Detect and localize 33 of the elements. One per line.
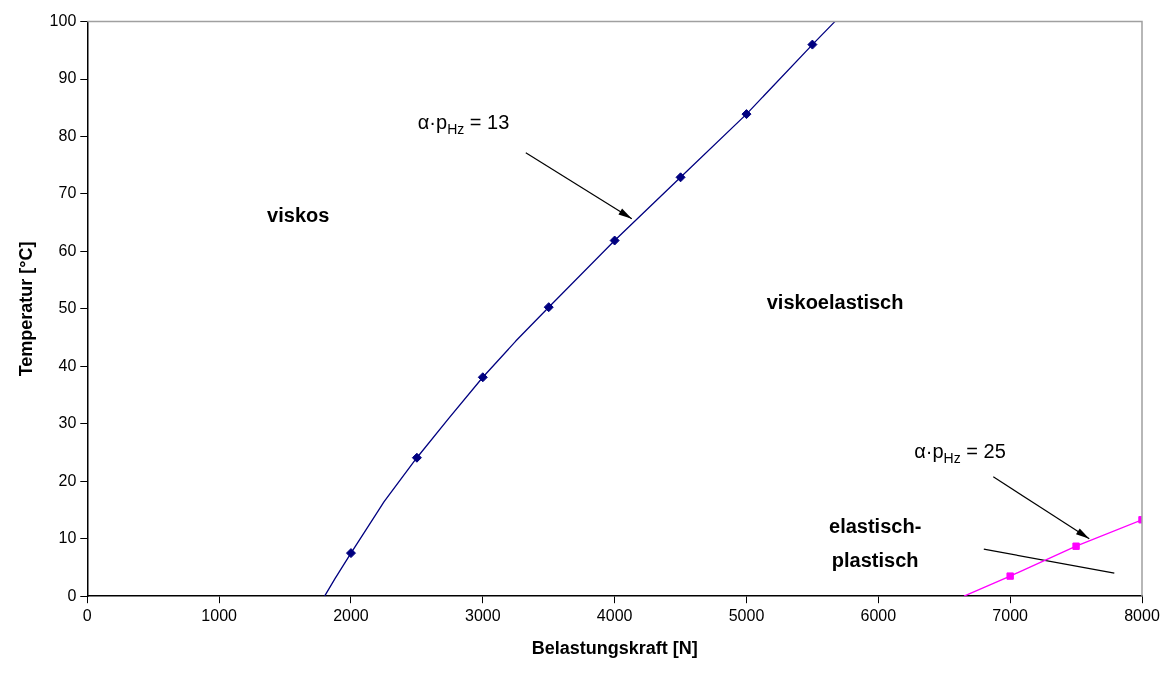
y-tick-label: 50 (58, 299, 77, 317)
x-tick-label: 1000 (201, 607, 238, 625)
x-tick-label: 4000 (596, 607, 633, 625)
y-tick-label: 40 (58, 356, 77, 374)
y-tick-label: 10 (58, 529, 77, 547)
annotation: elastisch-plastisch (829, 515, 922, 572)
y-tick-label: 30 (58, 414, 77, 432)
y-axis-title: Temperatur [°C] (15, 241, 36, 377)
y-tick-label: 70 (58, 184, 77, 202)
x-tick-label: 6000 (860, 607, 897, 625)
x-tick-label: 7000 (992, 607, 1029, 625)
x-tick-label: 0 (82, 607, 92, 625)
point (609, 235, 620, 246)
x-tick-label: 2000 (333, 607, 369, 625)
y-tick-label: 20 (58, 471, 77, 489)
point (741, 109, 752, 120)
x-tick-label: 5000 (728, 607, 765, 625)
x-tick-label: 3000 (465, 607, 501, 625)
annotation: viskos (267, 203, 330, 226)
y-tick-label: 100 (49, 12, 77, 30)
x-tick-label: 8000 (1124, 607, 1160, 625)
point (1072, 542, 1080, 550)
point (675, 172, 686, 183)
x-axis-title: Belastungskraft [N] (531, 638, 698, 659)
point (807, 39, 818, 50)
point (1006, 572, 1014, 580)
y-tick-label: 60 (58, 241, 77, 259)
y-tick-label: 90 (58, 69, 77, 87)
y-tick-label: 0 (67, 586, 77, 604)
annotation: viskoelastisch (766, 291, 904, 313)
point (411, 452, 422, 463)
y-tick-label: 80 (58, 126, 77, 144)
point (345, 548, 356, 559)
